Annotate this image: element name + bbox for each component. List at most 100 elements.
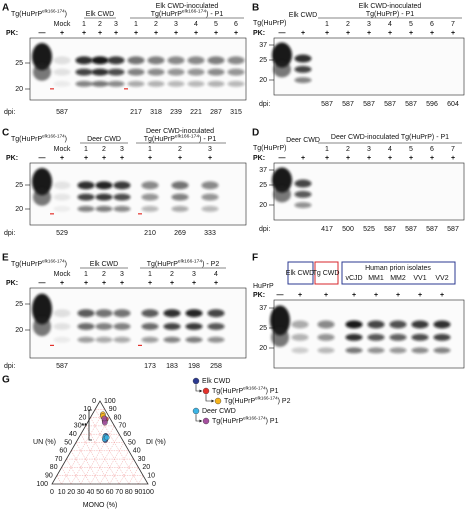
- group-title: Deer CWD: [87, 136, 121, 143]
- dpi-value: 258: [210, 363, 222, 370]
- mw-label: 20: [15, 327, 23, 334]
- pk-sign: +: [154, 30, 158, 37]
- blot-band: [147, 68, 165, 76]
- dpi-value: 333: [204, 230, 216, 237]
- superscript: elk166-174: [255, 396, 278, 401]
- grid-line: [61, 409, 106, 485]
- blot-band: [53, 68, 71, 76]
- pk-sign: +: [388, 30, 392, 37]
- blot-band: [171, 205, 189, 212]
- pk-sign: +: [60, 155, 64, 162]
- axis-label: MONO (%): [83, 502, 118, 509]
- blot-band: [33, 188, 51, 206]
- text-part: ) P1: [266, 388, 279, 395]
- lane-label: MM1: [368, 275, 384, 282]
- blot-band: [113, 309, 131, 318]
- blot-band: [77, 181, 95, 190]
- dpi-label: dpi:: [259, 101, 270, 108]
- panel-label: E: [2, 253, 9, 264]
- blot-band: [291, 333, 309, 341]
- pk-sign: —: [39, 155, 46, 162]
- blot-band: [367, 320, 385, 329]
- lane-label: 4: [214, 271, 218, 278]
- pk-sign: +: [98, 30, 102, 37]
- mw-label: 20: [15, 206, 23, 213]
- group-title: Elk CWD: [286, 270, 314, 277]
- pk-sign: +: [192, 280, 196, 287]
- lane-label: VV1: [413, 275, 426, 282]
- group-title: Deer CWD-inoculated Tg(HuPrP) - P1: [331, 134, 449, 141]
- pk-sign: +: [367, 30, 371, 37]
- group-subtitle: Tg(HuPrPelk166-174) - P1: [144, 134, 217, 143]
- pk-label: PK:: [253, 30, 265, 37]
- pk-sign: +: [451, 155, 455, 162]
- text-part: Tg(HuPrP): [253, 20, 286, 27]
- pk-sign: +: [325, 30, 329, 37]
- lane-label: 7: [451, 21, 455, 28]
- lane-label: 5: [409, 146, 413, 153]
- grid-line: [75, 442, 101, 485]
- blot-band: [95, 181, 113, 190]
- pk-sign: +: [234, 30, 238, 37]
- blot-band: [75, 68, 93, 76]
- blot-band: [53, 205, 71, 212]
- pk-sign: +: [374, 292, 378, 299]
- di-tick-label: 30: [138, 456, 146, 463]
- text-part: Tg(HuPrP: [144, 136, 175, 143]
- mono-tick-label: 70: [115, 489, 123, 496]
- un-tick-label: 20: [79, 414, 87, 421]
- blot-band: [95, 205, 113, 212]
- lane-label: 6: [430, 21, 434, 28]
- legend-arrowhead: [211, 399, 214, 403]
- blot-band: [207, 336, 225, 343]
- blot-band: [32, 42, 52, 71]
- dpi-value: 587: [405, 226, 417, 233]
- pk-sign: +: [148, 155, 152, 162]
- mono-tick-label: 90: [135, 489, 143, 496]
- blot-band: [171, 181, 189, 190]
- lane-label: Mock: [54, 21, 71, 28]
- blot-band: [107, 80, 125, 87]
- dpi-value: 587: [384, 101, 396, 108]
- pk-sign: —: [277, 292, 284, 299]
- panel-label: D: [252, 128, 259, 139]
- axis-label: DI (%): [146, 439, 166, 446]
- pk-sign: +: [346, 30, 350, 37]
- blot-band: [141, 336, 159, 343]
- superscript: elk166-174: [178, 259, 202, 265]
- dpi-value: 183: [166, 363, 178, 370]
- blot-band: [141, 309, 159, 318]
- mono-tick-label: 10: [58, 489, 66, 496]
- di-tick-label: 100: [104, 398, 116, 405]
- blot-band: [127, 68, 145, 76]
- lane-label: 2: [178, 146, 182, 153]
- dpi-value: 173: [144, 363, 156, 370]
- blot-band: [294, 179, 312, 188]
- blot-band: [294, 54, 312, 63]
- grid-line: [80, 425, 115, 485]
- grid-line: [90, 434, 120, 485]
- lane-label: 4: [194, 21, 198, 28]
- data-point: [101, 415, 108, 422]
- lane-label: 1: [148, 271, 152, 278]
- superscript: elk166-174: [243, 416, 266, 421]
- legend-arrow: [205, 394, 214, 402]
- lane-label: 3: [120, 271, 124, 278]
- text-part: ): [65, 136, 67, 143]
- lane-label: 2: [154, 21, 158, 28]
- blot-band: [113, 193, 131, 201]
- superscript: elk166-174: [42, 259, 65, 264]
- blot-band: [207, 68, 225, 76]
- blot-band: [294, 65, 312, 73]
- pk-label: PK:: [6, 280, 18, 287]
- blot-band: [147, 80, 165, 87]
- lane-label: 4: [388, 146, 392, 153]
- mono-tick-label: 50: [96, 489, 104, 496]
- grid-line: [99, 442, 125, 485]
- blot-band: [127, 80, 145, 87]
- mw-label: 25: [15, 301, 23, 308]
- lane-label: 3: [192, 271, 196, 278]
- legend-entry: Deer CWD: [202, 408, 236, 415]
- annotation: **: [82, 423, 88, 430]
